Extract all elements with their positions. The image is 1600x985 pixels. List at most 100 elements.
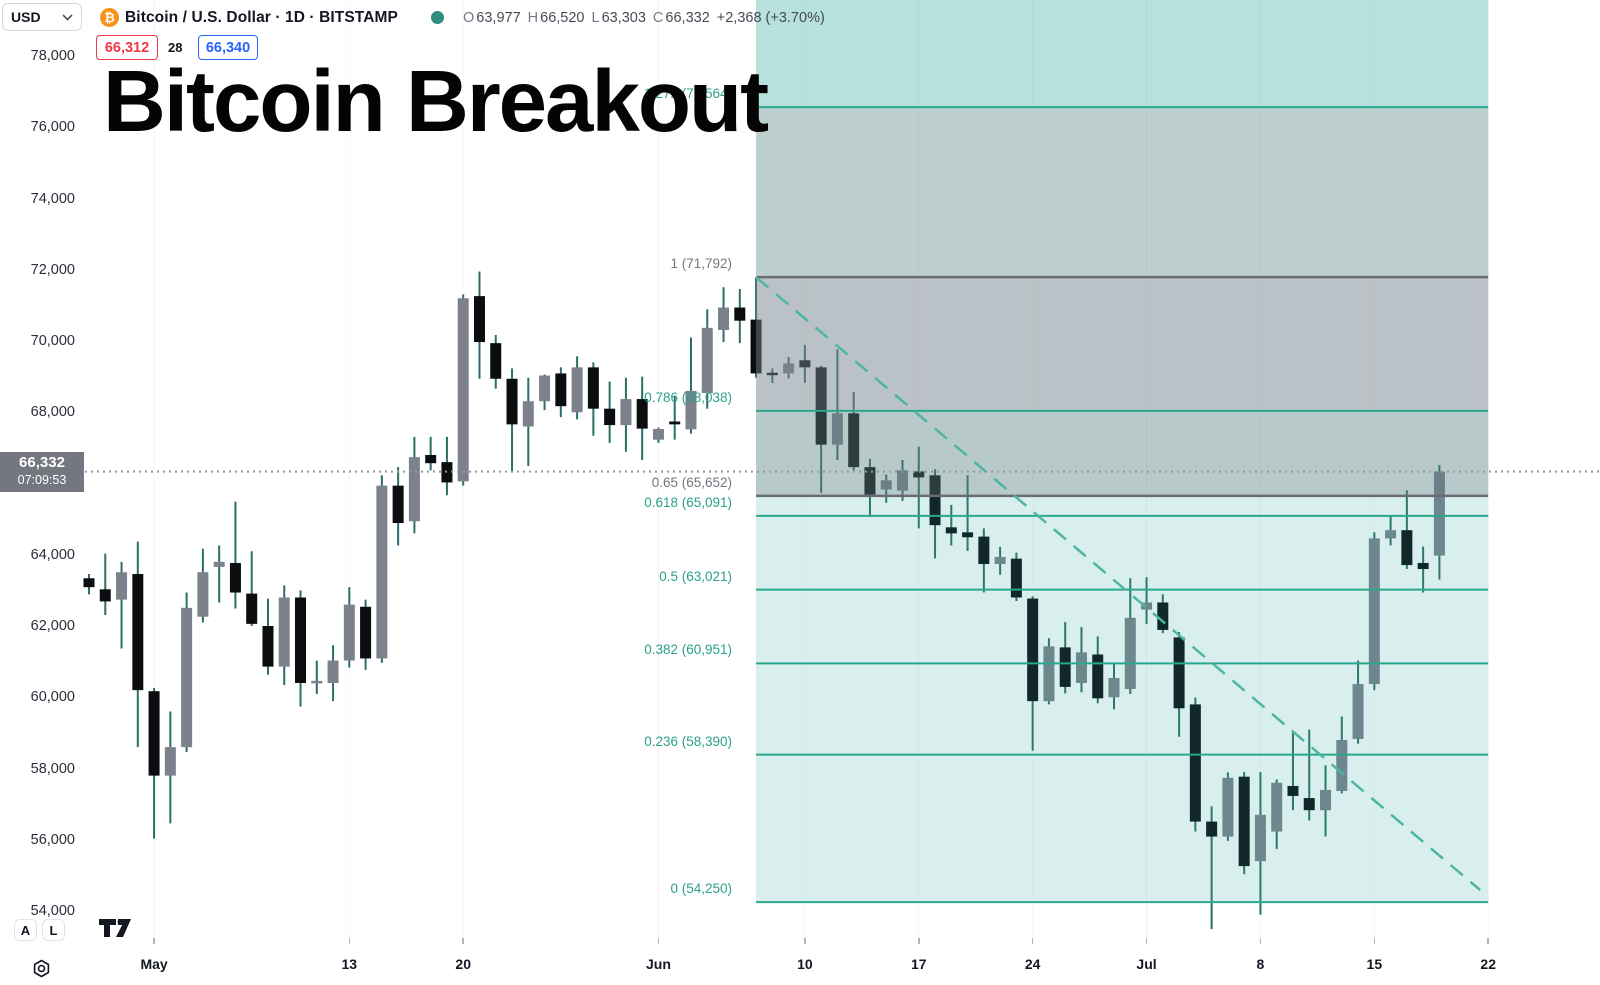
time-axis-tick[interactable]: Jun [645,956,671,972]
price-axis-tick[interactable]: 70,000 [30,333,75,349]
time-axis-tick[interactable]: 20 [455,956,471,972]
time-axis-tick[interactable]: 15 [1366,956,1383,972]
candle-down [848,413,860,468]
time-axis-tickmark [1145,938,1148,944]
candle-down [229,562,241,593]
time-axis-tickmark [348,938,351,944]
candle-down [246,593,258,624]
spread-value: 28 [168,40,183,55]
open-label: O [463,10,475,26]
fib-level-label[interactable]: 1 (71,792) [670,256,733,272]
price-axis-tick[interactable]: 68,000 [30,404,75,421]
candle-down [1417,562,1429,570]
symbol-title[interactable]: Bitcoin / U.S. Dollar · 1D · BITSTAMP [125,9,398,26]
price-axis-tick[interactable]: 78,000 [30,48,75,64]
candle-down [734,307,746,321]
price-axis-tick[interactable]: 76,000 [30,119,75,136]
time-axis-tickmark [804,938,806,944]
chart-title-overlay: Bitcoin Breakout [103,53,769,150]
fib-level-label[interactable]: 0 (54,250) [670,881,733,897]
candle-up [197,572,209,617]
adjust-data-button[interactable]: A [14,919,37,941]
close-value: 66,332 [665,10,710,26]
ask-price-button[interactable]: 66,340 [198,35,258,60]
candle-up [311,680,323,684]
price-axis-tick[interactable]: 58,000 [30,760,75,777]
candle-down [1173,637,1185,709]
price-axis-tick[interactable]: 62,000 [30,618,75,634]
candle-up [783,363,795,374]
candle-up [1124,617,1136,690]
time-axis-tick[interactable]: 24 [1024,956,1041,972]
change-value: +2,368 (+3.70%) [716,10,825,26]
fib-level-label[interactable]: 1.272 (76,564) [644,86,733,102]
currency-selector[interactable]: USD [2,3,82,31]
candle-down [425,455,437,464]
price-axis-tick[interactable]: 54,000 [30,903,75,919]
candle-up [718,307,730,330]
time-axis-tick[interactable]: May [140,956,168,972]
candle-down [587,367,599,409]
fib-level-label[interactable]: 0.5 (63,021) [659,568,733,584]
candle-up [1043,646,1055,702]
settings-nut-icon[interactable] [32,959,51,978]
candle-up [1433,471,1445,556]
candle-down [978,536,990,565]
candle-up [1368,538,1380,685]
time-axis-tick[interactable]: 8 [1256,956,1265,972]
time-axis-tickmark [1031,938,1034,944]
time-axis-tickmark [1487,938,1489,944]
candle-up [116,572,128,600]
candle-down [83,578,95,588]
candle-down [945,527,957,534]
fib-level-label[interactable]: 0.382 (60,951) [644,642,733,658]
tradingview-logo[interactable] [98,918,132,938]
last-price-axis-label[interactable]: 66,332 07:09:53 [0,451,84,492]
fib-level-label[interactable]: 0.618 (65,091) [644,494,733,510]
candle-up [457,298,469,482]
candle-up [181,607,193,748]
time-axis-tick[interactable]: 17 [910,956,927,972]
candle-down [1092,654,1104,699]
close-label: C [652,10,664,26]
time-axis-tickmark [462,938,464,944]
candle-down [669,421,681,425]
ohlc-values: O 63,977 H 66,520 L 63,303 C 66,332 +2,368 (… [463,10,825,26]
time-axis-tickmark [153,938,155,944]
fib-zone-band [756,277,1489,411]
candle-up [539,375,551,402]
time-axis-tick[interactable]: 13 [341,956,358,972]
candle-down [913,471,925,478]
candle-down [1010,558,1022,598]
candle-down [1189,704,1201,822]
candle-down [815,367,827,445]
fib-level-label[interactable]: 0.65 (65,652) [651,474,733,490]
chevron-down-icon [62,13,73,21]
candle-up [1141,602,1153,610]
candle-down [262,626,274,667]
fib-level-label[interactable]: 0.236 (58,390) [644,733,733,749]
time-axis-tick[interactable]: Jul [1136,956,1157,972]
price-axis-tick[interactable]: 72,000 [30,261,75,278]
fib-level-label[interactable]: 0.786 (68,038) [644,389,733,405]
candle-down [1401,530,1413,566]
price-axis-tick[interactable]: 64,000 [30,546,75,563]
price-axis-tick[interactable]: 74,000 [30,190,75,207]
price-axis-tick[interactable]: 56,000 [30,831,75,848]
candle-up [213,561,225,567]
time-axis-tick[interactable]: 22 [1480,956,1496,972]
log-scale-button[interactable]: L [42,919,65,941]
fib-zone-band [756,107,1489,278]
candle-up [571,367,583,413]
candle-up [1108,678,1120,698]
candle-up [1385,530,1397,539]
candle-up [343,604,355,661]
candle-up [831,413,843,445]
candle-down [1238,776,1250,867]
candle-down [799,360,811,368]
bid-price-button[interactable]: 66,312 [96,35,158,60]
time-axis-tick[interactable]: 10 [797,956,813,972]
price-axis-tick[interactable]: 60,000 [30,689,75,706]
bar-countdown: 07:09:53 [17,473,67,488]
